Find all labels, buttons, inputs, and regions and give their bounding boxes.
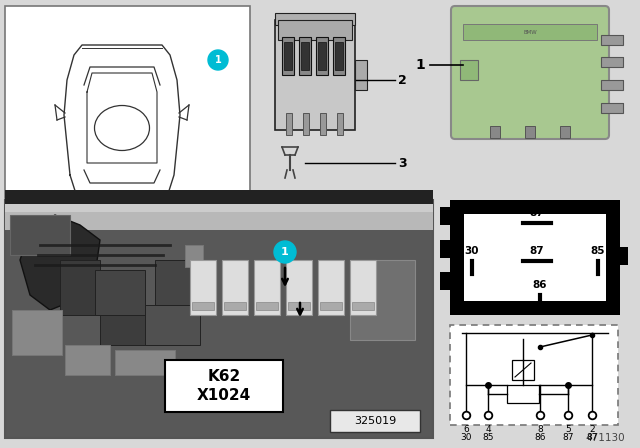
Bar — [355, 60, 367, 90]
Bar — [299, 37, 311, 75]
Bar — [616, 247, 628, 265]
Bar — [190, 260, 216, 315]
Bar — [460, 60, 478, 80]
Bar — [450, 325, 618, 425]
Bar — [512, 360, 534, 380]
Bar — [350, 260, 415, 340]
Bar — [5, 204, 433, 212]
Circle shape — [274, 241, 296, 263]
Text: 1: 1 — [281, 247, 289, 257]
Text: 2: 2 — [589, 425, 595, 434]
Bar — [165, 360, 283, 412]
Text: 30: 30 — [465, 246, 479, 256]
Bar — [560, 126, 570, 138]
Bar — [284, 42, 292, 70]
Bar — [5, 208, 433, 230]
Bar — [5, 6, 250, 198]
Bar — [330, 410, 420, 432]
Bar — [10, 215, 70, 255]
Text: 85: 85 — [591, 246, 605, 256]
Bar — [275, 20, 355, 130]
Text: 1: 1 — [214, 55, 221, 65]
Bar — [601, 57, 623, 67]
Bar — [288, 302, 310, 310]
Bar — [115, 350, 175, 375]
Text: K62
X1024: K62 X1024 — [197, 369, 251, 403]
Text: 471130: 471130 — [586, 433, 625, 443]
Bar — [155, 260, 200, 305]
Bar — [224, 302, 246, 310]
Text: 325019: 325019 — [354, 416, 396, 426]
Text: BMW: BMW — [523, 30, 537, 34]
Bar — [613, 80, 623, 88]
Bar — [145, 305, 200, 345]
Bar — [254, 260, 280, 315]
Bar — [318, 42, 326, 70]
Text: 3: 3 — [398, 156, 406, 169]
Bar — [525, 126, 535, 138]
Bar — [335, 42, 343, 70]
Text: 5: 5 — [565, 425, 571, 434]
Bar — [350, 260, 376, 315]
Bar — [613, 103, 623, 111]
Text: 30: 30 — [460, 433, 472, 442]
Bar — [222, 260, 248, 315]
Bar — [601, 103, 623, 113]
Bar — [507, 385, 539, 403]
Text: 1: 1 — [415, 58, 425, 72]
Bar — [65, 345, 110, 375]
Bar — [12, 310, 62, 355]
Bar — [450, 200, 620, 315]
Bar — [318, 260, 344, 315]
Bar — [100, 315, 180, 345]
Text: 2: 2 — [398, 73, 407, 86]
FancyBboxPatch shape — [451, 6, 609, 139]
Text: 8: 8 — [537, 425, 543, 434]
Bar — [60, 260, 100, 315]
Bar — [613, 57, 623, 65]
Bar — [601, 35, 623, 45]
Bar — [352, 302, 374, 310]
Bar — [282, 37, 294, 75]
Bar — [5, 200, 433, 438]
Bar — [303, 113, 309, 135]
Text: 6: 6 — [463, 425, 469, 434]
Bar — [333, 37, 345, 75]
Text: 86: 86 — [532, 280, 547, 290]
Polygon shape — [20, 215, 100, 310]
Bar — [463, 24, 597, 40]
Bar — [320, 113, 326, 135]
Bar — [286, 260, 312, 315]
Bar — [316, 37, 328, 75]
Circle shape — [208, 50, 228, 70]
Text: 87: 87 — [563, 433, 573, 442]
Bar — [256, 302, 278, 310]
Bar — [464, 214, 606, 301]
Text: 86: 86 — [534, 433, 546, 442]
Text: 87: 87 — [586, 433, 598, 442]
Bar — [440, 207, 454, 225]
Bar — [601, 80, 623, 90]
Bar — [192, 302, 214, 310]
Bar — [337, 113, 343, 135]
Bar — [490, 126, 500, 138]
Text: 87: 87 — [530, 208, 544, 218]
Bar — [613, 35, 623, 43]
Text: 87: 87 — [530, 246, 544, 256]
Text: 85: 85 — [483, 433, 493, 442]
Bar — [275, 13, 355, 25]
Bar — [440, 240, 454, 258]
Bar — [278, 20, 352, 40]
Text: 4: 4 — [485, 425, 491, 434]
Bar — [320, 302, 342, 310]
Bar — [5, 190, 433, 210]
Bar — [286, 113, 292, 135]
Bar — [440, 272, 454, 290]
Bar — [185, 245, 203, 267]
Bar — [301, 42, 309, 70]
Bar — [95, 270, 145, 315]
